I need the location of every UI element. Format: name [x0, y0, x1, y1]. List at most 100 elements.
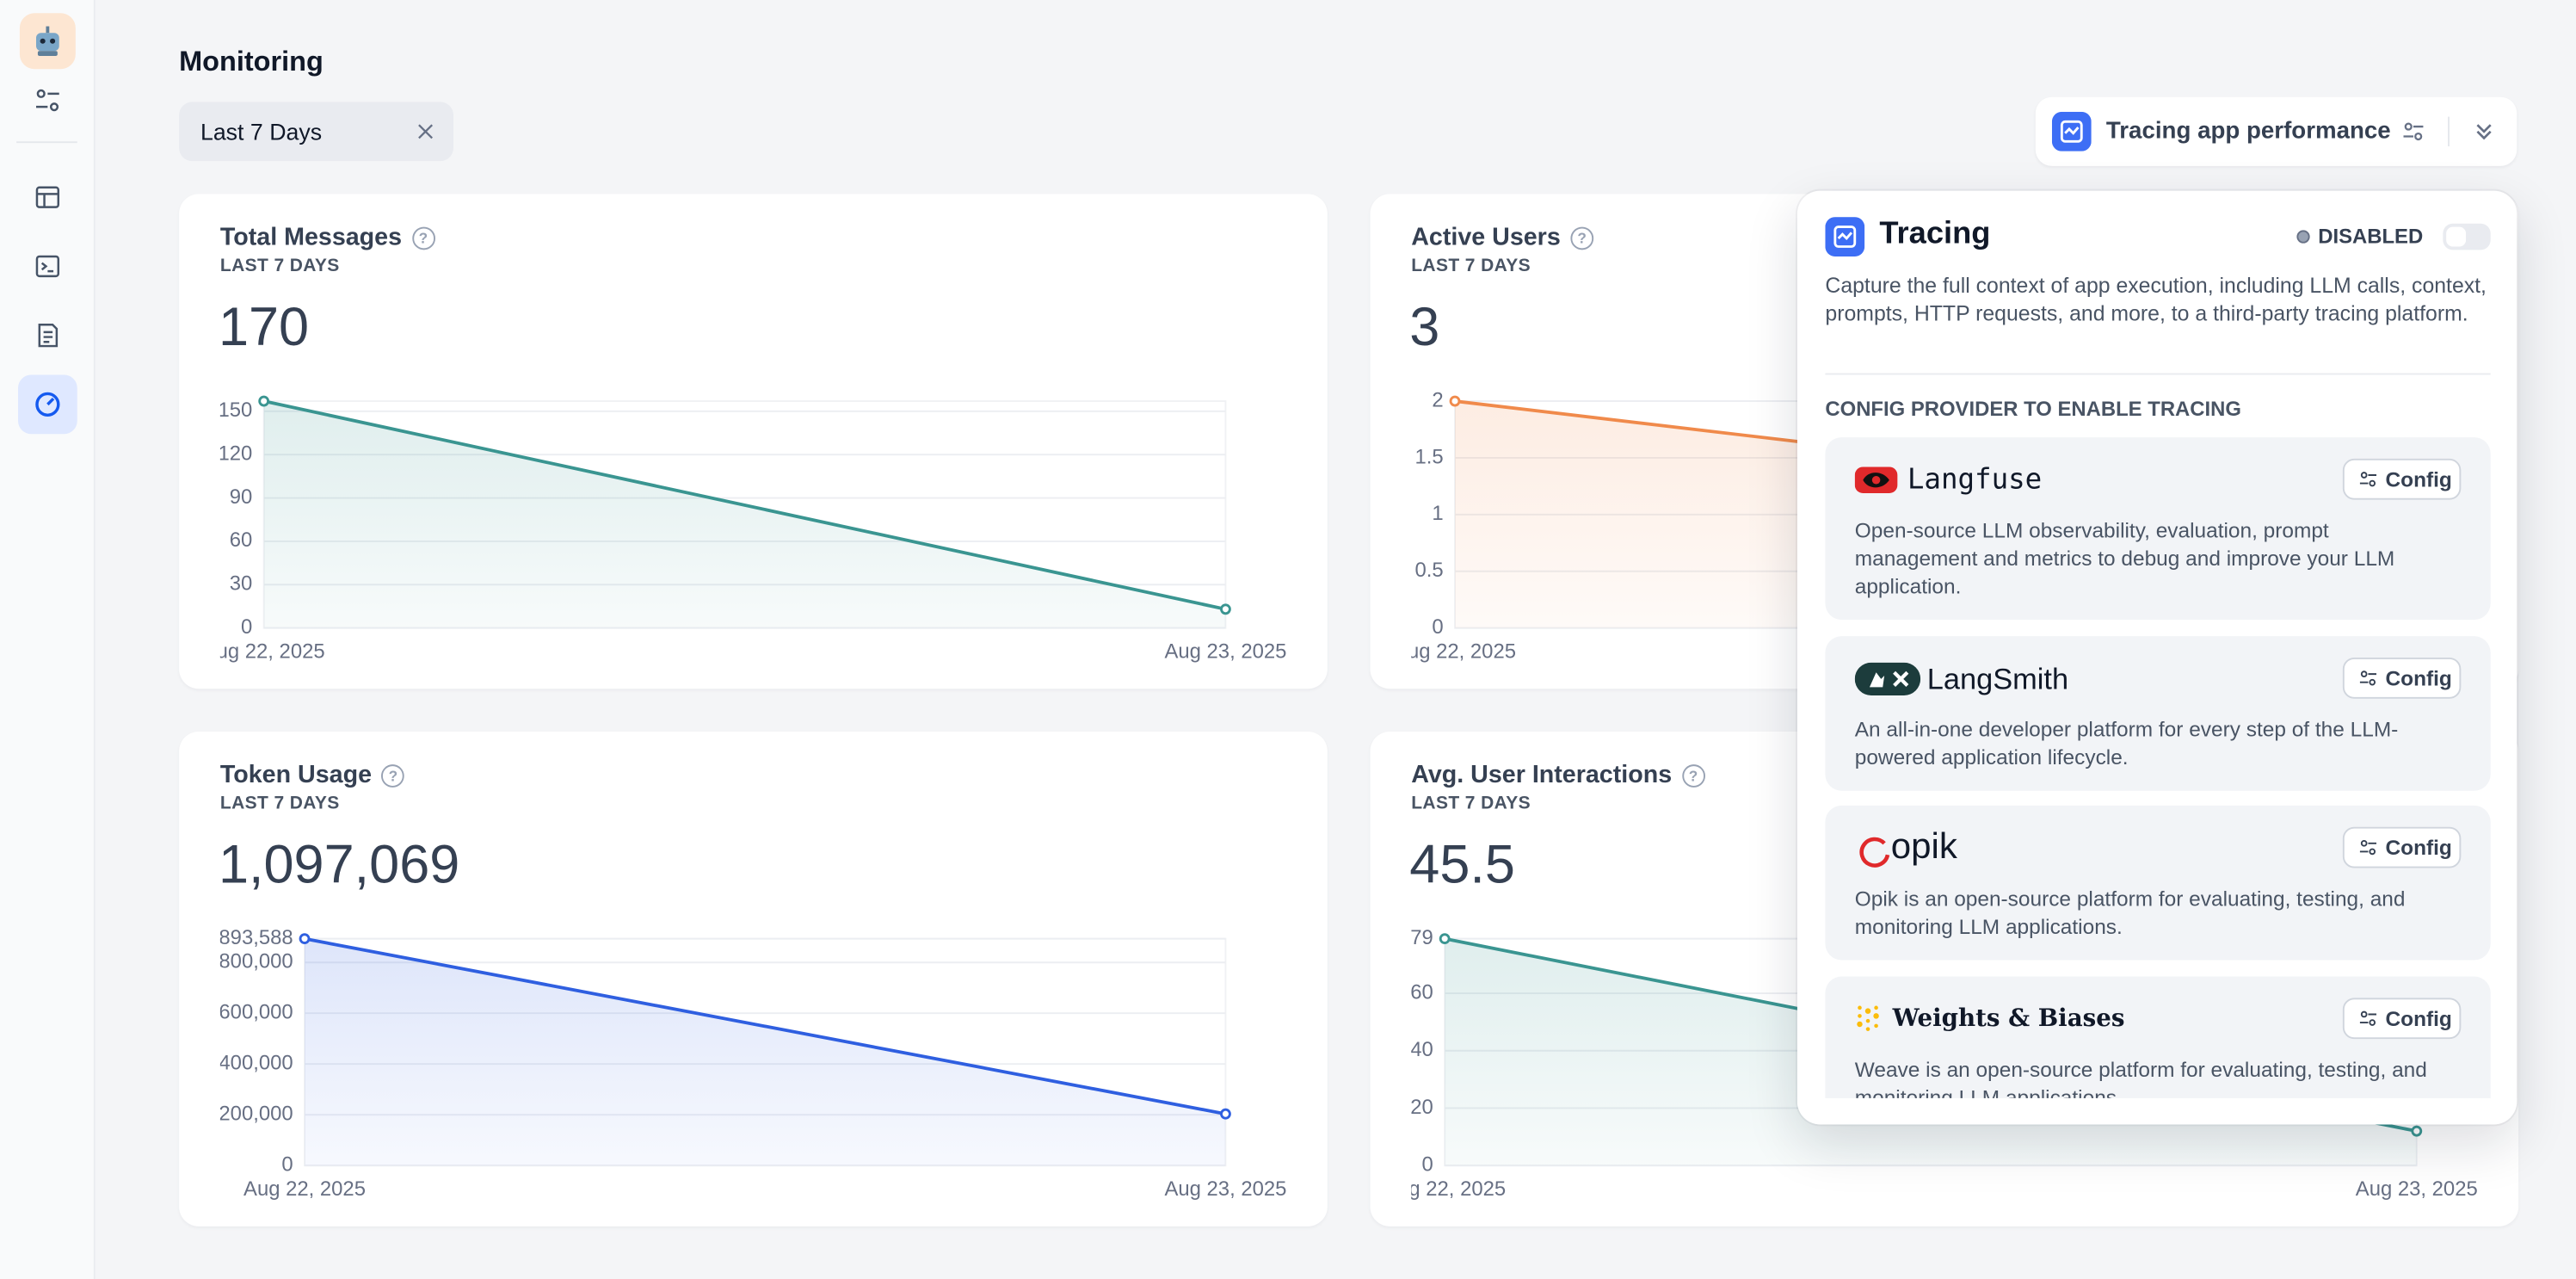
monitoring-icon: [35, 392, 60, 417]
provider-card: LangSmith Config An all-in-one developer…: [1825, 636, 2491, 791]
help-icon[interactable]: ?: [1570, 226, 1593, 250]
tracing-button[interactable]: Tracing app performance: [2035, 96, 2517, 166]
langfuse-logo: [1854, 466, 1898, 494]
opik-logo: [1859, 837, 1890, 868]
card-summary: 45.5: [1409, 833, 1515, 895]
help-icon[interactable]: ?: [1681, 764, 1705, 788]
provider-description: An all-in-one developer platform for eve…: [1854, 716, 2399, 769]
config-label: Config: [2385, 835, 2452, 860]
tracing-button-label: Tracing app performance: [2105, 118, 2391, 145]
tracing-icon: [1825, 217, 1865, 256]
toggle-knob: [2446, 226, 2467, 247]
card-title-row: Total Messages?: [220, 224, 435, 251]
card-subtitle: LAST 7 DAYS: [1411, 256, 1531, 276]
monitoring-nav-active[interactable]: [18, 374, 77, 435]
help-icon[interactable]: ?: [411, 226, 435, 250]
help-icon[interactable]: ?: [381, 764, 405, 788]
card-title: Avg. User Interactions: [1411, 761, 1673, 789]
divider: [1825, 373, 2491, 375]
x-tick-label: Aug 22, 2025: [220, 640, 325, 664]
point: [1439, 933, 1451, 945]
config-button[interactable]: Config: [2342, 458, 2462, 500]
status: DISABLED: [2318, 225, 2424, 249]
y-tick-label: 20: [1411, 1096, 1433, 1119]
y-tick-label: 60: [230, 528, 253, 552]
provider-name: opik: [1890, 825, 1957, 867]
y-tick-label: 0: [1422, 1153, 1433, 1177]
config-label: Config: [2385, 466, 2452, 492]
y-tick-label: 40: [1411, 1038, 1433, 1061]
x-tick-label: Aug 23, 2025: [2356, 1177, 2478, 1201]
point: [1449, 395, 1461, 407]
status-dot: [2296, 230, 2310, 244]
collapse-icon[interactable]: [2474, 121, 2494, 141]
y-tick-label: 1: [1432, 502, 1443, 525]
y-tick-label: 0: [281, 1153, 293, 1177]
line: [263, 399, 1226, 611]
provider-name: Weights & Biases: [1892, 1004, 2125, 1033]
y-tick-label: 30: [230, 572, 253, 596]
config-label: Config: [2385, 1005, 2452, 1031]
card-title: Token Usage: [219, 761, 373, 789]
filter-label: Last 7 Days: [200, 118, 323, 145]
langsmith-logo: [1854, 662, 1921, 695]
point: [1220, 603, 1231, 615]
card-title-row: Active Users?: [1411, 224, 1593, 251]
config-button[interactable]: Config: [2342, 826, 2462, 868]
app-icon[interactable]: [19, 13, 76, 70]
point: [2411, 1125, 2423, 1137]
config-button[interactable]: Config: [2342, 998, 2462, 1040]
wandb-logo: [1857, 1005, 1879, 1031]
y-tick-label: 150: [220, 399, 252, 422]
period-filter[interactable]: Last 7 Days: [179, 102, 454, 162]
card-title-row: Token Usage?: [219, 761, 405, 789]
config-icon: [2359, 840, 2377, 856]
area-fill: [305, 938, 1226, 1166]
page-title: Monitoring: [179, 46, 324, 77]
card-summary: 3: [1409, 295, 1440, 357]
orchestrate-icon[interactable]: [34, 184, 61, 211]
panel-description: Capture the full context of app executio…: [1825, 273, 2487, 326]
config-icon: [2359, 472, 2377, 487]
settings-icon[interactable]: [34, 87, 61, 114]
sidebar: [0, 0, 96, 1279]
y-tick-label: 800,000: [220, 950, 293, 973]
api-icon[interactable]: [34, 253, 61, 280]
card-subtitle: LAST 7 DAYS: [219, 794, 340, 814]
config-button[interactable]: Config: [2342, 658, 2462, 699]
config-icon[interactable]: [2402, 120, 2425, 143]
line: [304, 936, 1226, 1116]
provider-description: Open-source LLM observability, evaluatio…: [1854, 517, 2395, 599]
line-chart: 0 30 60 90 120 150 Aug 22, 2025 Aug 23, 2025: [220, 395, 1286, 664]
config-icon: [2359, 670, 2377, 686]
card-summary: 170: [218, 295, 310, 357]
point: [258, 395, 270, 407]
point: [299, 933, 311, 945]
x-tick-label: Aug 23, 2025: [1164, 640, 1286, 664]
clear-icon[interactable]: [417, 123, 434, 139]
area-fill: [263, 401, 1226, 628]
point: [1220, 1108, 1231, 1120]
card-subtitle: LAST 7 DAYS: [219, 256, 340, 276]
y-tick-label: 0: [241, 615, 252, 639]
app-icon-graphic: [36, 26, 59, 56]
y-tick-label: 60: [1411, 980, 1433, 1004]
provider-description: Weave is an open-source platform for eva…: [1854, 1057, 2427, 1109]
panel-title: Tracing: [1879, 217, 1991, 252]
y-tick-label: 893,588: [220, 926, 293, 949]
y-tick-label: 400,000: [220, 1052, 293, 1075]
config-icon: [2359, 1010, 2377, 1026]
y-tick-label: 0: [1432, 615, 1443, 639]
provider-description: Opik is an open-source platform for eval…: [1854, 886, 2406, 939]
y-tick-label: 200,000: [220, 1103, 293, 1126]
divider: [16, 141, 77, 144]
y-tick-label: 1.5: [1414, 445, 1443, 468]
logs-icon[interactable]: [34, 322, 61, 349]
divider: [2448, 116, 2450, 146]
y-tick-label: 600,000: [220, 1001, 293, 1024]
toggle[interactable]: [2443, 223, 2491, 250]
tracing-icon: [2051, 111, 2092, 151]
